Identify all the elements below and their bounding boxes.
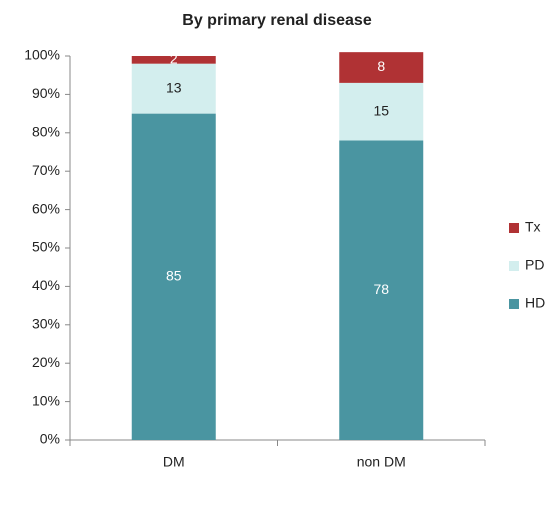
- y-tick-label: 20%: [32, 354, 60, 370]
- y-tick-label: 70%: [32, 162, 60, 178]
- y-tick-label: 90%: [32, 85, 60, 101]
- legend-label: HD: [525, 295, 545, 311]
- x-tick-label: non DM: [357, 454, 406, 470]
- y-tick-label: 50%: [32, 239, 60, 255]
- legend-swatch: [509, 261, 519, 271]
- data-label: 78: [373, 281, 389, 297]
- data-label: 85: [166, 268, 182, 284]
- bar-segment: [339, 140, 424, 441]
- data-label: 15: [373, 102, 389, 118]
- bar-segment: [339, 52, 424, 83]
- y-tick-label: 100%: [24, 47, 60, 63]
- legend-swatch: [509, 299, 519, 309]
- y-tick-label: 60%: [32, 200, 60, 216]
- data-label: 2: [170, 51, 178, 67]
- legend-swatch: [509, 223, 519, 233]
- chart-title: By primary renal disease: [182, 12, 372, 29]
- bar-segment: [339, 82, 424, 141]
- y-tick-label: 0%: [40, 431, 60, 447]
- bar-segment: [131, 63, 216, 114]
- y-tick-label: 30%: [32, 316, 60, 332]
- data-label: 13: [166, 79, 182, 95]
- y-tick-label: 40%: [32, 277, 60, 293]
- legend-label: Tx: [525, 219, 541, 235]
- data-label: 8: [377, 58, 385, 74]
- bar-segment: [131, 56, 216, 64]
- y-tick-label: 80%: [32, 124, 60, 140]
- legend-label: PD: [525, 257, 544, 273]
- y-tick-label: 10%: [32, 392, 60, 408]
- x-tick-label: DM: [163, 454, 185, 470]
- bar-segment: [131, 113, 216, 440]
